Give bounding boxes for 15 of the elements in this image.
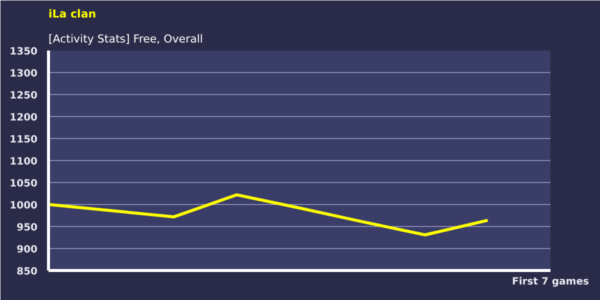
y-tick-label: 1000 [10, 200, 38, 212]
y-tick-label: 1150 [10, 134, 38, 146]
y-tick-label: 1350 [10, 46, 38, 58]
chart-subtitle: [Activity Stats] Free, Overall [48, 32, 203, 46]
y-tick-label: 900 [16, 244, 38, 256]
y-tick-label: 1200 [10, 112, 38, 124]
chart-title: iLa clan [48, 8, 96, 20]
y-tick-label: 1250 [10, 90, 38, 102]
y-tick-label: 1100 [10, 156, 38, 168]
x-axis-title: First 7 games [512, 276, 589, 288]
y-tick-label: 950 [16, 222, 38, 234]
y-tick-label: 1300 [10, 68, 38, 80]
line-series [48, 193, 490, 236]
y-tick-label: 850 [16, 266, 38, 278]
y-tick-label: 1050 [10, 178, 38, 190]
